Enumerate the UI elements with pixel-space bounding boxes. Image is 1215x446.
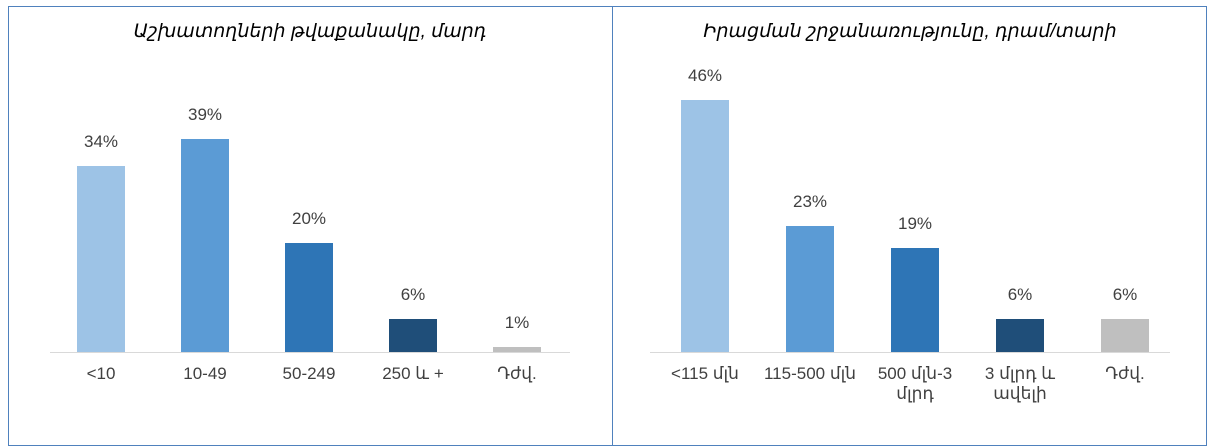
data-label: 39%: [187, 104, 223, 124]
chart-title: Իրացման շրջանառությունը, դրամ/տարի: [703, 21, 1117, 42]
bar: [786, 226, 834, 352]
x-tick-label: <10: [86, 364, 116, 383]
x-tick-label: 10-49: [183, 364, 227, 383]
x-tick-label: 50-249: [282, 364, 336, 383]
bar: [1101, 319, 1149, 352]
chart-panel: Իրացման շրջանառությունը, դրամ/տարի 46% <1…: [612, 6, 1208, 433]
baseline: [650, 352, 1170, 353]
bar: [181, 138, 229, 352]
x-tick-label: Դժվ.: [1105, 364, 1145, 383]
data-label: 34%: [83, 132, 119, 152]
chart-panel: Աշխատողների թվաքանակը, մարդ 34% <10 39% 10-…: [8, 6, 612, 433]
x-tick-label: 115-500 մլն: [763, 364, 856, 383]
bar: [493, 346, 541, 352]
data-label: 19%: [897, 214, 933, 234]
bar: [77, 166, 125, 352]
data-label: 1%: [504, 312, 530, 332]
bar: [891, 248, 939, 352]
bar: [996, 319, 1044, 352]
data-label: 20%: [291, 208, 327, 228]
bar: [285, 242, 333, 352]
baseline: [50, 352, 570, 353]
bar: [681, 100, 729, 352]
page: Աշխատողների թվաքանակը, մարդ 34% <10 39% 10-…: [8, 6, 1208, 446]
data-label: 6%: [400, 285, 426, 305]
data-label: 46%: [687, 66, 723, 86]
x-tick-label: 3 մլրդ և ավելի: [984, 364, 1056, 403]
x-tick-label: 250 և +: [382, 364, 444, 383]
bar: [389, 319, 437, 352]
chart-title: Աշխատողների թվաքանակը, մարդ: [133, 21, 487, 42]
data-label: 6%: [1112, 285, 1138, 305]
x-tick-label: Դժվ.: [497, 364, 537, 383]
x-tick-label: 500 մլն-3 մլրդ: [877, 364, 953, 403]
data-label: 23%: [792, 192, 828, 212]
divider: [612, 6, 613, 446]
data-label: 6%: [1007, 285, 1033, 305]
x-tick-label: <115 մլն: [671, 364, 739, 383]
